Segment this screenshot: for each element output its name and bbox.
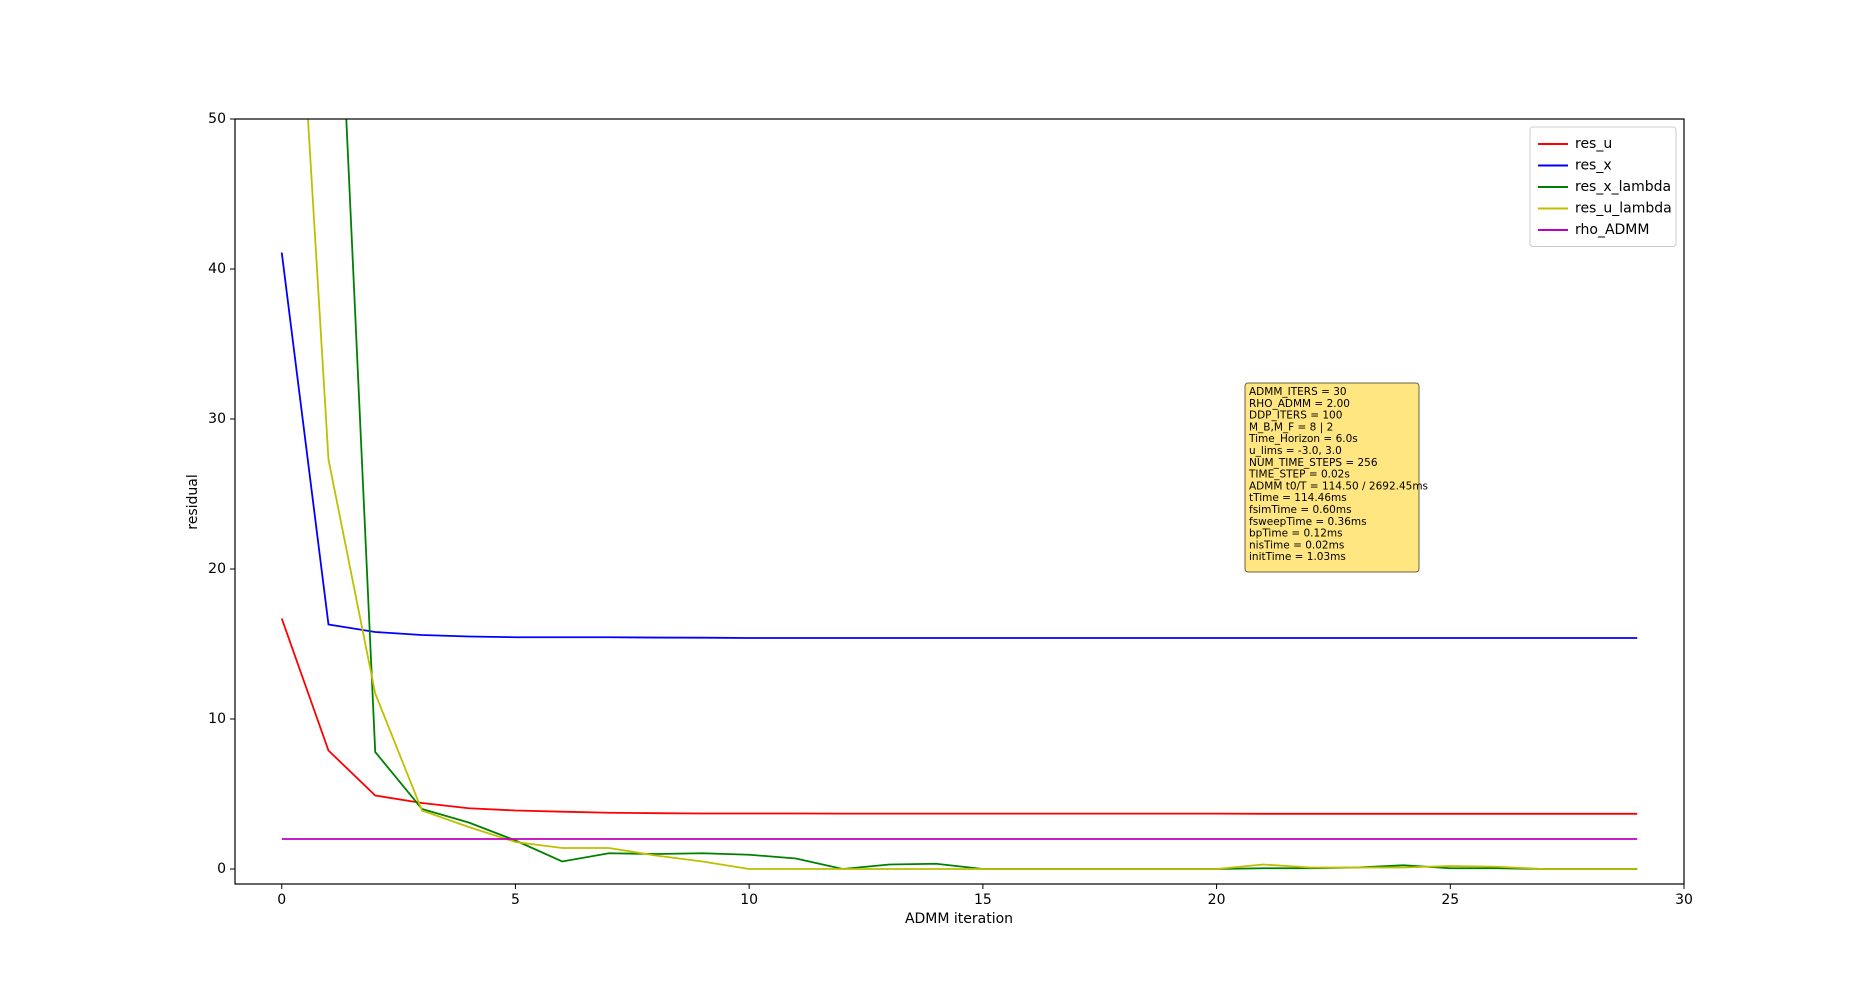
annotation-line: tTime = 114.46ms [1249, 492, 1347, 504]
legend: res_u res_x res_x_lambda res_u_lambda rho_AD… [1529, 126, 1677, 247]
x-tick-label: 0 [277, 892, 286, 908]
annotation-line: M_B,M_F = 8 | 2 [1249, 421, 1333, 433]
annotation-line: RHO_ADMM = 2.00 [1249, 398, 1350, 410]
annotation-line: u_lims = -3.0, 3.0 [1249, 445, 1342, 457]
legend-label: res_x [1575, 158, 1612, 174]
legend-label: rho_ADMM [1575, 222, 1649, 238]
y-tick-label: 40 [208, 261, 226, 277]
y-tick-label: 30 [208, 411, 226, 427]
plot-frame [234, 118, 1685, 885]
annotation-line: NUM_TIME_STEPS = 256 [1249, 457, 1378, 469]
x-tick-label: 25 [1441, 892, 1459, 908]
series-line [307, 119, 1638, 870]
annotation-line: DDP_ITERS = 100 [1249, 410, 1342, 422]
y-axis-label: residual [185, 474, 201, 529]
annotation-line: nisTime = 0.02ms [1249, 539, 1344, 551]
y-tick-label: 50 [208, 111, 226, 127]
legend-box [1529, 126, 1677, 247]
annotation-line: initTime = 1.03ms [1249, 551, 1346, 563]
x-tick-label: 10 [740, 892, 758, 908]
x-tick-label: 15 [974, 892, 992, 908]
y-tick-label: 10 [208, 711, 226, 727]
y-tick-label: 20 [208, 561, 226, 577]
annotation-line: ADMM t0/T = 114.50 / 2692.45ms [1249, 480, 1428, 492]
x-tick-label: 20 [1208, 892, 1226, 908]
series-line [280, 252, 1638, 639]
annotation-line: fsweepTime = 0.36ms [1249, 516, 1367, 528]
annotation-box [1244, 382, 1420, 573]
series-line [345, 119, 1638, 870]
annotation-line: ADMM_ITERS = 30 [1249, 386, 1347, 398]
annotation-line: fsimTime = 0.60ms [1249, 504, 1352, 516]
series-line [280, 618, 1638, 815]
annotation-line: TIME_STEP = 0.02s [1248, 469, 1350, 481]
legend-label: res_u_lambda [1575, 201, 1672, 217]
x-axis-label: ADMM iteration [905, 911, 1013, 927]
y-tick-label: 0 [217, 861, 226, 877]
x-tick-label: 5 [511, 892, 520, 908]
legend-label: res_x_lambda [1575, 179, 1671, 195]
legend-label: res_u [1575, 136, 1612, 152]
annotation-line: bpTime = 0.12ms [1249, 528, 1343, 540]
annotation-line: Time_Horizon = 6.0s [1248, 433, 1358, 445]
x-tick-label: 30 [1675, 892, 1693, 908]
